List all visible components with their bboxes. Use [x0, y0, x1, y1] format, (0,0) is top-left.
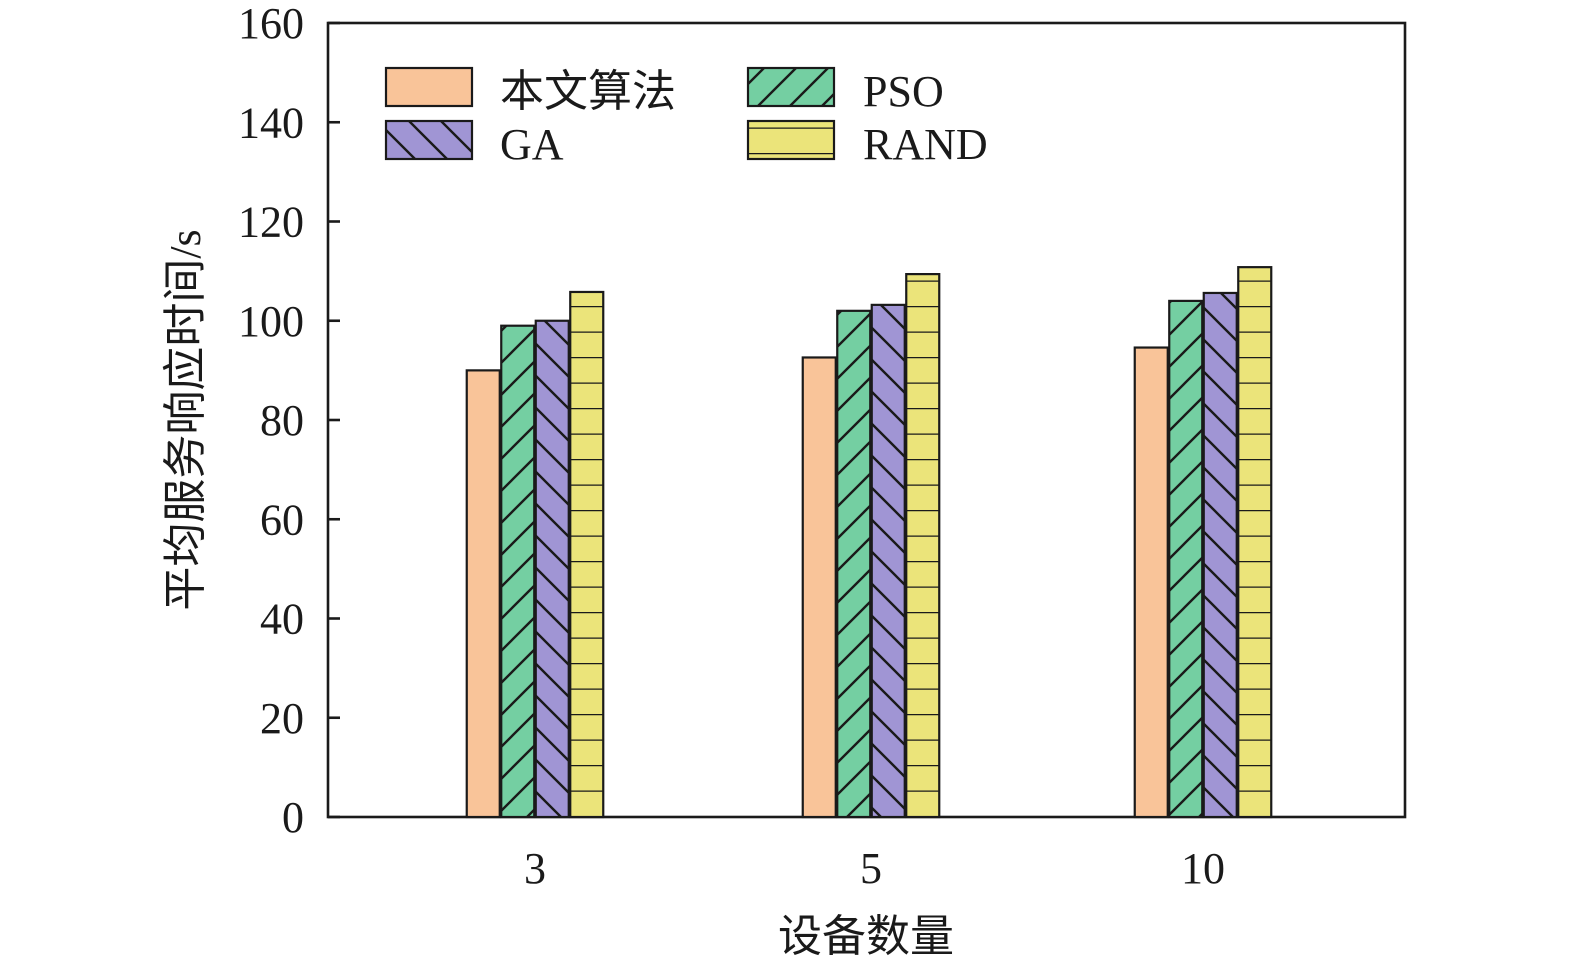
- y-tick-label: 160: [238, 0, 304, 48]
- bar-RAND-5: [905, 273, 941, 819]
- legend-swatch-GA: [384, 119, 474, 161]
- legend-label-PSO: PSO: [863, 67, 944, 116]
- legend-label-本文算法: 本文算法: [500, 67, 676, 116]
- x-tick-label: 5: [860, 844, 882, 893]
- bar-本文算法-5: [801, 356, 837, 819]
- legend: 本文算法 PSO GA RAND: [384, 66, 988, 169]
- y-tick-label: 0: [282, 793, 304, 842]
- y-axis-title: 平均服务响应时间/s: [161, 229, 210, 610]
- legend-swatch-本文算法: [384, 66, 474, 108]
- bar-GA-10: [1202, 291, 1238, 819]
- legend-swatch-RAND: [746, 119, 836, 161]
- y-tick-label: 140: [238, 98, 304, 147]
- legend-swatch-PSO: [746, 66, 836, 108]
- x-tick-label: 10: [1181, 844, 1225, 893]
- y-tick-label: 80: [260, 396, 304, 445]
- bar-RAND-3: [569, 290, 605, 819]
- x-tick-label: 3: [524, 844, 546, 893]
- bar-RAND-10: [1237, 266, 1273, 819]
- bar-PSO-3: [500, 324, 536, 819]
- bar-本文算法-10: [1133, 346, 1169, 819]
- legend-label-GA: GA: [500, 120, 564, 169]
- y-tick-label: 40: [260, 595, 304, 644]
- legend-label-RAND: RAND: [863, 120, 988, 169]
- y-tick-label: 20: [260, 694, 304, 743]
- bar-GA-3: [534, 319, 570, 819]
- bar-GA-5: [870, 303, 906, 819]
- y-tick-label: 60: [260, 495, 304, 544]
- bar-PSO-10: [1168, 299, 1204, 819]
- y-tick-label: 100: [238, 297, 304, 346]
- bar-PSO-5: [836, 309, 872, 819]
- x-axis-title: 设备数量: [778, 912, 954, 961]
- bar-本文算法-3: [465, 369, 501, 819]
- y-tick-label: 120: [238, 198, 304, 247]
